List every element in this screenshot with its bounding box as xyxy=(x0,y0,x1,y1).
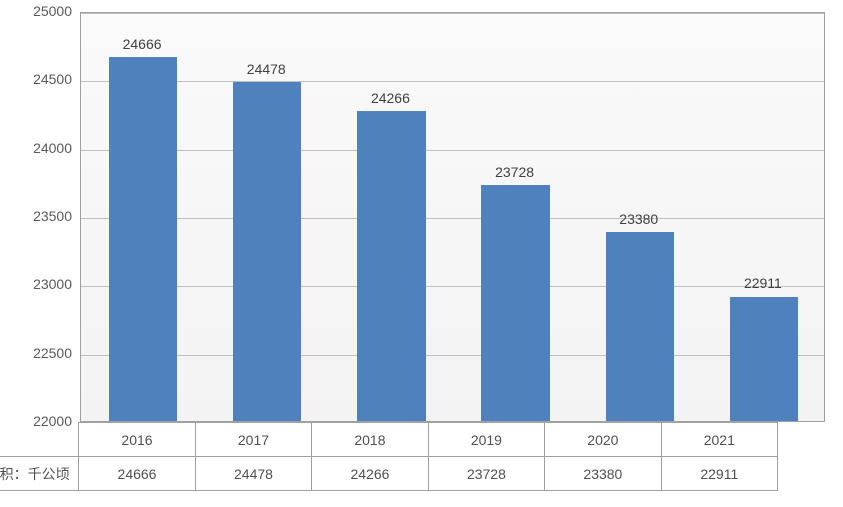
category-cell: 2021 xyxy=(661,423,777,457)
bar-chart: 201620172018201920202021播种面积：千公顷24666244… xyxy=(0,0,843,507)
data-table: 201620172018201920202021 播种面积：千公顷 24666244… xyxy=(0,422,778,491)
value-cell: 24666 xyxy=(79,457,195,491)
value-cell: 23380 xyxy=(545,457,661,491)
legend-cell: 播种面积：千公顷 xyxy=(0,457,79,491)
bar xyxy=(730,297,798,422)
bar xyxy=(357,111,425,421)
gridline xyxy=(81,150,824,151)
bar-value-label: 24666 xyxy=(123,36,162,52)
category-cell: 2017 xyxy=(195,423,311,457)
value-cell: 24478 xyxy=(195,457,311,491)
legend-label: 播种面积：千公顷 xyxy=(0,466,70,482)
bar xyxy=(109,57,177,421)
category-cell: 2020 xyxy=(545,423,661,457)
y-tick-label: 24000 xyxy=(33,140,72,156)
category-cell: 2019 xyxy=(428,423,544,457)
category-cell: 2016 xyxy=(79,423,195,457)
plot-area xyxy=(80,12,825,422)
bar-value-label: 23380 xyxy=(619,211,658,227)
gridline xyxy=(81,13,824,14)
gridline xyxy=(81,218,824,219)
bar-value-label: 24266 xyxy=(371,90,410,106)
gridline xyxy=(81,355,824,356)
y-tick-label: 23000 xyxy=(33,276,72,292)
bar-value-label: 23728 xyxy=(495,164,534,180)
y-tick-label: 22500 xyxy=(33,345,72,361)
gridline xyxy=(81,81,824,82)
value-cell: 23728 xyxy=(428,457,544,491)
bar xyxy=(606,232,674,421)
bar-value-label: 22911 xyxy=(744,275,782,291)
value-cell: 24266 xyxy=(312,457,428,491)
category-cell: 2018 xyxy=(312,423,428,457)
bar-value-label: 24478 xyxy=(247,61,286,77)
value-cell: 22911 xyxy=(661,457,777,491)
y-tick-label: 23500 xyxy=(33,208,72,224)
bar xyxy=(481,185,549,421)
y-tick-label: 25000 xyxy=(33,3,72,19)
y-tick-label: 24500 xyxy=(33,71,72,87)
gridline xyxy=(81,286,824,287)
bar xyxy=(233,82,301,421)
y-tick-label: 22000 xyxy=(33,413,72,429)
